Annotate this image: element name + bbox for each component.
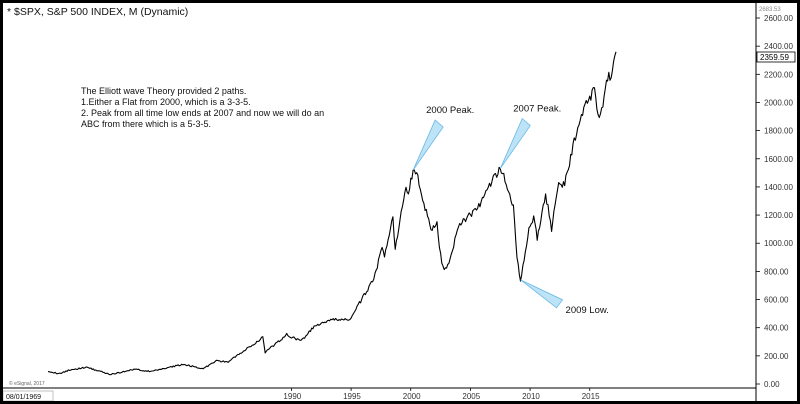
y-tick-label: 0.00 — [764, 380, 780, 389]
y-tick-label: 1800.00 — [764, 127, 793, 136]
annotation-2000-peak-label: 2000 Peak. — [426, 105, 474, 116]
last-value-label: 2359.59 — [760, 53, 789, 62]
annotation-2009-low-label: 2009 Low. — [566, 305, 609, 316]
x-axis: 1990 1995 2000 2005 2010 2015 — [283, 388, 600, 401]
y-tick-label: 1400.00 — [764, 183, 793, 192]
top-value-label: 2683.53 — [759, 7, 781, 13]
start-date-label: 08/01/1969 — [6, 394, 41, 401]
copyright-label: © eSignal, 2017 — [9, 380, 45, 387]
x-tick-label: 1990 — [283, 392, 301, 401]
annotation-2007-peak-flag — [499, 117, 531, 169]
y-tick-label: 600.00 — [764, 296, 789, 305]
y-tick-label: 2000.00 — [764, 98, 793, 107]
note-line-4: ABC from there which is a 5-3-5. — [81, 119, 211, 129]
annotation-flags: 2000 Peak. 2007 Peak. 2009 Low. — [412, 104, 609, 316]
x-tick-label: 2005 — [462, 392, 480, 401]
chart-svg: * $SPX, S&P 500 INDEX, M (Dynamic) 2600.… — [3, 3, 796, 401]
chart-frame: * $SPX, S&P 500 INDEX, M (Dynamic) 2600.… — [3, 3, 797, 401]
annotation-2009-low-flag — [520, 279, 564, 309]
x-tick-label: 2015 — [582, 392, 600, 401]
y-tick-label: 400.00 — [764, 324, 789, 333]
y-tick-label: 800.00 — [764, 267, 789, 276]
y-tick-label: 2200.00 — [764, 70, 793, 79]
y-tick-label: 2400.00 — [764, 42, 793, 51]
y-tick-label: 1000.00 — [764, 239, 793, 248]
note-line-1: The Elliott wave Theory provided 2 paths… — [81, 86, 246, 96]
last-value-box — [756, 51, 796, 63]
x-tick-label: 2010 — [522, 392, 540, 401]
annotation-2000-peak-flag — [412, 119, 444, 171]
y-tick-label: 1600.00 — [764, 155, 793, 164]
x-tick-label: 1995 — [343, 392, 361, 401]
note-line-3: 2. Peak from all time low ends at 2007 a… — [81, 108, 324, 118]
y-tick-label: 1200.00 — [764, 211, 793, 220]
y-tick-label: 200.00 — [764, 352, 789, 361]
note-line-2: 1.Either a Flat from 2000, which is a 3-… — [81, 97, 251, 107]
chart-title: * $SPX, S&P 500 INDEX, M (Dynamic) — [7, 6, 188, 18]
x-tick-label: 2000 — [403, 392, 421, 401]
price-series-line — [47, 51, 617, 376]
y-tick-label: 2600.00 — [764, 14, 793, 23]
start-date-box — [3, 390, 54, 401]
y-axis: 2600.00 2400.00 2200.00 2000.00 1800.00 1600.… — [756, 14, 793, 389]
annotation-2007-peak-label: 2007 Peak. — [513, 104, 561, 115]
